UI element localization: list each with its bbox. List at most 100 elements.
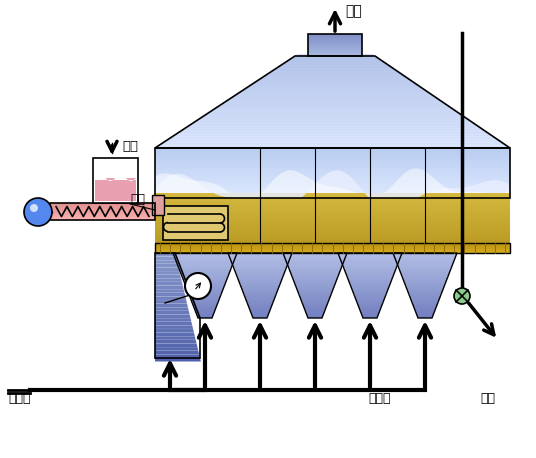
Bar	[155, 173, 510, 174]
Polygon shape	[155, 318, 191, 322]
Polygon shape	[155, 358, 201, 361]
Bar	[93, 158, 138, 203]
Polygon shape	[207, 112, 460, 114]
Bar	[415, 307, 435, 310]
Bar	[175, 256, 235, 258]
Bar	[155, 165, 510, 167]
Polygon shape	[155, 147, 510, 148]
Polygon shape	[155, 315, 190, 318]
Polygon shape	[295, 55, 375, 56]
Polygon shape	[155, 300, 187, 304]
Bar	[308, 53, 362, 55]
Polygon shape	[248, 86, 421, 87]
Bar	[244, 291, 276, 294]
Bar	[344, 266, 396, 268]
Polygon shape	[288, 59, 382, 60]
Polygon shape	[155, 169, 510, 193]
Bar	[95, 178, 136, 201]
Bar	[155, 164, 510, 165]
Bar	[406, 284, 444, 286]
Bar	[155, 249, 510, 250]
Bar	[155, 244, 510, 245]
Bar	[341, 257, 399, 260]
Bar	[155, 240, 510, 242]
Bar	[393, 251, 457, 254]
Polygon shape	[264, 75, 405, 76]
Bar	[155, 175, 510, 177]
Bar	[249, 305, 271, 308]
Bar	[416, 310, 434, 312]
Bar	[359, 305, 381, 308]
Bar	[155, 181, 510, 183]
Bar	[232, 260, 288, 262]
Bar	[359, 304, 382, 306]
Polygon shape	[195, 120, 471, 121]
Bar	[155, 158, 510, 159]
Bar	[155, 251, 510, 252]
Bar	[306, 310, 324, 312]
Bar	[50, 209, 155, 212]
Bar	[155, 207, 510, 209]
Bar	[155, 242, 510, 244]
Bar	[338, 251, 401, 254]
Bar	[339, 253, 401, 256]
Bar	[248, 304, 272, 306]
Polygon shape	[155, 170, 510, 198]
Bar	[286, 260, 344, 262]
Bar	[237, 276, 282, 278]
Bar	[351, 284, 389, 286]
Bar	[155, 236, 510, 239]
Polygon shape	[155, 271, 180, 275]
Bar	[192, 300, 218, 302]
Bar	[50, 202, 155, 205]
Bar	[179, 266, 231, 268]
Bar	[189, 291, 221, 294]
Text: 干品: 干品	[480, 392, 495, 405]
Bar	[155, 160, 510, 162]
Circle shape	[185, 273, 211, 299]
Bar	[178, 263, 232, 266]
Bar	[155, 185, 510, 187]
Bar	[308, 316, 322, 318]
Bar	[240, 282, 280, 284]
Polygon shape	[243, 89, 426, 90]
Bar	[155, 243, 510, 253]
Bar	[193, 304, 217, 306]
Bar	[252, 313, 268, 316]
Polygon shape	[155, 264, 178, 267]
Bar	[155, 179, 510, 180]
Polygon shape	[165, 140, 501, 142]
Bar	[395, 256, 455, 258]
Bar	[349, 279, 391, 282]
Bar	[155, 149, 510, 151]
Bar	[307, 311, 324, 314]
Bar	[244, 294, 276, 296]
Bar	[155, 178, 510, 179]
Polygon shape	[188, 125, 478, 126]
Bar	[245, 295, 274, 298]
Bar	[185, 282, 225, 284]
Polygon shape	[278, 65, 391, 67]
Bar	[155, 238, 510, 240]
Bar	[163, 206, 228, 240]
Bar	[155, 231, 510, 233]
Polygon shape	[286, 61, 384, 62]
Polygon shape	[155, 347, 198, 351]
Bar	[155, 245, 510, 247]
Polygon shape	[281, 64, 389, 65]
Bar	[155, 211, 510, 213]
Bar	[155, 193, 510, 195]
Bar	[308, 38, 362, 40]
Bar	[50, 218, 155, 220]
Bar	[241, 284, 279, 286]
Bar	[408, 289, 442, 292]
Bar	[247, 300, 273, 302]
Bar	[155, 191, 510, 192]
Bar	[239, 279, 281, 282]
Bar	[308, 34, 362, 56]
Bar	[286, 257, 344, 260]
Bar	[296, 285, 333, 288]
Bar	[182, 273, 228, 276]
Bar	[155, 196, 510, 197]
Circle shape	[30, 204, 38, 212]
